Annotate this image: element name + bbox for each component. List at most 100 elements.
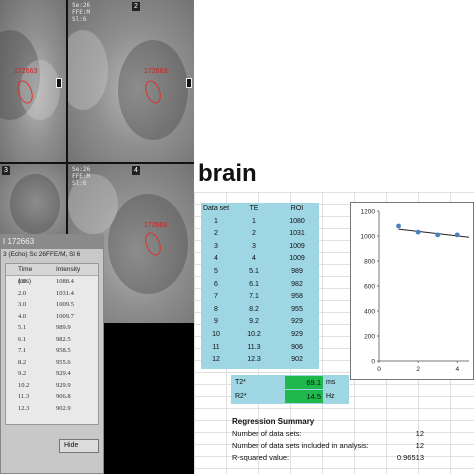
roi-label: 172663: [144, 222, 168, 229]
time-cell: 6.1: [18, 335, 27, 343]
mri-panel-3[interactable]: 3: [0, 164, 66, 234]
te-cell[interactable]: 7.1: [249, 293, 259, 301]
table-row: 8 8.2 955: [201, 304, 319, 317]
dataset-cell[interactable]: 8: [214, 305, 218, 313]
summary-title: Regression Summary: [232, 417, 315, 426]
table-row: 12.3 902.9: [6, 403, 98, 415]
dataset-cell[interactable]: 9: [214, 318, 218, 326]
roi-cell[interactable]: 902: [291, 356, 303, 364]
roi-label: 172663: [144, 68, 168, 75]
roi-cell[interactable]: 1009: [289, 255, 305, 263]
te-cell[interactable]: 5.1: [249, 267, 259, 275]
intensity-cell: 1031.4: [56, 289, 74, 297]
table-row: 4.0 1009.7: [6, 311, 98, 323]
y-tick-label: 1000: [361, 234, 376, 241]
dataset-cell[interactable]: 6: [214, 280, 218, 288]
te-cell[interactable]: 1: [252, 217, 256, 225]
tissue-region: [68, 30, 108, 110]
te-cell[interactable]: 4: [252, 255, 256, 263]
table-row: 2.0 1031.4: [6, 288, 98, 300]
side-marker: [56, 78, 62, 88]
summary-label: Number of data sets:: [232, 429, 302, 438]
table-row: 6 6.1 982: [201, 279, 319, 292]
series-header: Se:26 FFE:M Sl:6: [72, 2, 91, 23]
roi-cell[interactable]: 982: [291, 280, 303, 288]
roi-cell[interactable]: 1080: [289, 217, 305, 225]
dialog-title: I 172663: [1, 235, 103, 249]
hide-button[interactable]: Hide: [59, 439, 99, 453]
intensity-cell: 906.8: [56, 393, 71, 400]
time-cell: 2.0: [18, 289, 27, 297]
roi-cell[interactable]: 1031: [289, 230, 305, 238]
tissue-region: [68, 174, 118, 234]
summary-value: 12: [415, 441, 424, 450]
intensity-cell: 1009.5: [56, 301, 74, 308]
table-row: 9.2 929.4: [6, 368, 98, 380]
roi-cell[interactable]: 906: [291, 343, 303, 351]
te-cell[interactable]: 11.3: [247, 343, 261, 351]
column-header: TE: [249, 205, 259, 212]
summary-value: 0.96513: [396, 453, 424, 462]
mri-panel-1[interactable]: 172663: [0, 0, 66, 162]
table-row: 9 9.2 929: [201, 316, 319, 329]
summary-value: 12: [415, 429, 424, 438]
data-table: Data set TE ROI 1 1 1080 2 2 1031 3 3 1009 4 4 1009…: [201, 203, 319, 369]
te-cell[interactable]: 3: [252, 242, 256, 250]
intensity-cell: 989.9: [56, 324, 71, 331]
time-cell: 5.1: [18, 324, 27, 331]
roi-cell[interactable]: 955: [291, 305, 303, 313]
roi-cell[interactable]: 989: [291, 267, 303, 275]
dataset-cell[interactable]: 5: [214, 267, 218, 275]
panel-number: 3: [2, 166, 10, 175]
roi-cell[interactable]: 929: [291, 318, 303, 326]
dataset-cell[interactable]: 4: [214, 255, 218, 263]
table-row: 1.0 1088.4: [6, 276, 98, 288]
dataset-cell[interactable]: 10: [212, 330, 220, 338]
roi-cell[interactable]: 958: [291, 293, 303, 301]
side-marker: [186, 78, 192, 88]
table-row: 7 7.1 958: [201, 291, 319, 304]
table-row: 5.1 989.9: [6, 322, 98, 334]
series-header: Se:26 FFE:M Sl:6: [72, 166, 91, 187]
dataset-cell[interactable]: 7: [214, 293, 218, 301]
dataset-cell[interactable]: 12: [212, 356, 220, 364]
time-cell: 12.3: [18, 404, 30, 412]
panel-divider: [66, 0, 68, 323]
spreadsheet[interactable]: brain Data set TE ROI 1 1 1080 2 2 1031 3 3 1009…: [194, 152, 474, 474]
te-cell[interactable]: 10.2: [247, 330, 261, 338]
roi-cell[interactable]: 929: [291, 330, 303, 338]
dataset-cell[interactable]: 11: [212, 343, 220, 351]
mri-panel-2[interactable]: Se:26 FFE:M Sl:6 172663 2: [68, 0, 194, 162]
empty-viewport: [104, 323, 194, 474]
roi-intensity-dialog[interactable]: I 172663 3 (Echo) Sc 26FFE/M, Sl 6 Time …: [0, 234, 104, 474]
te-cell[interactable]: 6.1: [249, 280, 259, 288]
table-row: 11.3 906.8: [6, 391, 98, 403]
te-cell[interactable]: 9.2: [249, 318, 259, 326]
te-cell[interactable]: 8.2: [249, 305, 259, 313]
r2-label: R2*: [235, 393, 247, 400]
intensity-cell: 958.5: [56, 347, 71, 354]
te-cell[interactable]: 12.3: [247, 356, 261, 364]
time-cell: 10.2: [18, 381, 30, 389]
roi-cell[interactable]: 1009: [289, 242, 305, 250]
regression-summary: Regression Summary Number of data sets: …: [232, 415, 472, 464]
column-header: Intensity: [56, 266, 81, 273]
t2-unit: ms: [326, 379, 336, 386]
tissue-region: [10, 174, 60, 234]
roi-label: 172663: [14, 68, 38, 75]
summary-label: Number of data sets included in analysis…: [232, 441, 369, 450]
decay-chart[interactable]: 1200 1000 800 600 400 200 0 0 2 4: [350, 202, 474, 380]
intensity-cell: 955.6: [56, 358, 71, 366]
dataset-cell[interactable]: 1: [214, 217, 218, 225]
table-row: 3 3 1009: [201, 241, 319, 254]
column-header: Time (ms): [18, 266, 33, 285]
column-header: Data set: [202, 205, 230, 212]
time-cell: 11.3: [18, 393, 30, 400]
sheet-title: brain: [198, 160, 257, 187]
t2-label: T2*: [235, 379, 246, 386]
r2-value[interactable]: 14.5: [285, 390, 323, 403]
te-cell[interactable]: 2: [252, 230, 256, 238]
t2-value[interactable]: 69.1: [285, 376, 323, 389]
dataset-cell[interactable]: 2: [214, 230, 218, 238]
dataset-cell[interactable]: 3: [214, 242, 218, 250]
